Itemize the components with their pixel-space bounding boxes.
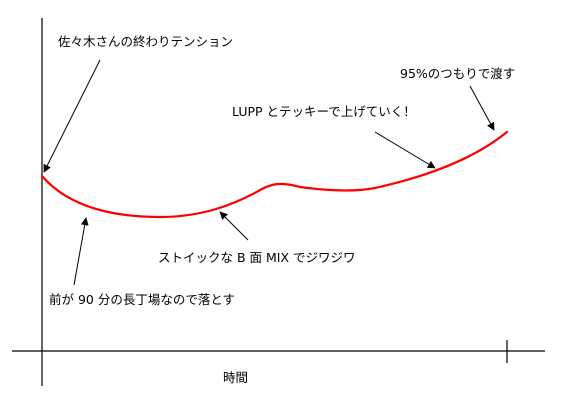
arrow-end bbox=[469, 85, 495, 131]
annotation-start: 佐々木さんの終わりテンション bbox=[58, 34, 233, 49]
arrow-b-side bbox=[219, 211, 249, 241]
annotation-b-side: ストイックな B 面 MIX でジワジワ bbox=[158, 250, 356, 265]
annotation-lupp: LUPP とテッキーで上げていく！ bbox=[232, 104, 416, 119]
annotation-long-track: 前が 90 分の長丁場なので落とす bbox=[49, 292, 235, 307]
x-axis-label: 時間 bbox=[223, 370, 248, 385]
arrow-start bbox=[43, 59, 101, 173]
arrow-lupp bbox=[374, 131, 436, 169]
tension-curve bbox=[40, 130, 509, 219]
arrow-long-track bbox=[73, 217, 89, 286]
annotation-end: 95%のつもりで渡す bbox=[400, 66, 515, 81]
